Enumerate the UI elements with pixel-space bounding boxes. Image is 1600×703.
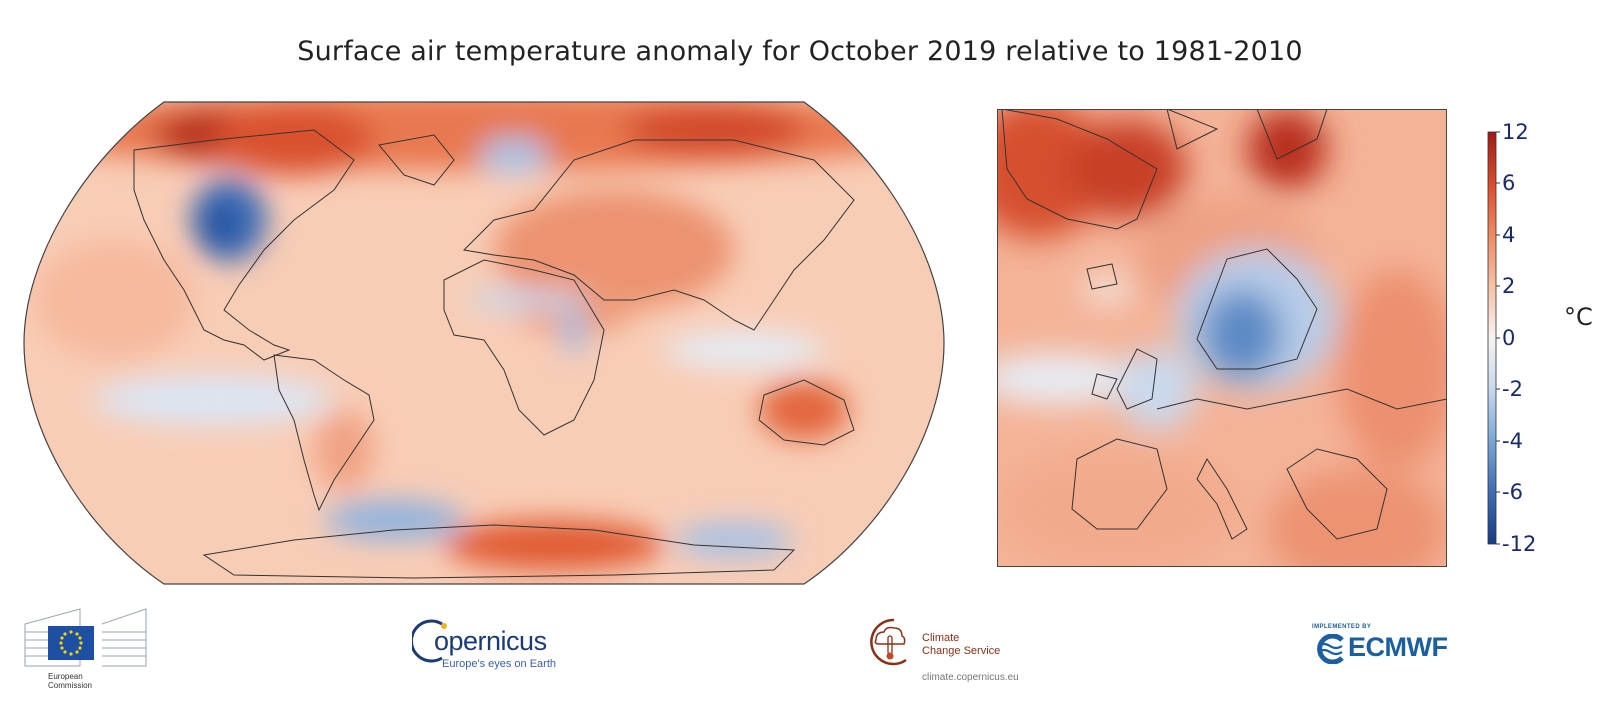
c3s-logo: Climate Change Service climate.copernicu… (864, 616, 1024, 686)
implemented-by-label: IMPLEMENTED BY (1312, 624, 1372, 630)
tick-label: 6 (1502, 171, 1515, 195)
colorbar-unit: °C (1564, 303, 1593, 331)
thermometer-cloud-icon (870, 618, 907, 666)
tick-label: -12 (1502, 532, 1536, 556)
european-commission-logo: European Commission (20, 604, 150, 694)
tick-label: 12 (1502, 120, 1529, 144)
ecmwf-wordmark: ECMWF (1348, 632, 1448, 662)
ecmwf-logo: IMPLEMENTED BY ECMWF (1310, 624, 1470, 674)
logo-bar: European Commission opernicus Europe's e… (0, 600, 1600, 703)
tick-label: 2 (1502, 274, 1515, 298)
europe-anomaly-map (997, 109, 1447, 567)
ec-label: European Commission (48, 672, 93, 690)
tick-label: -6 (1502, 480, 1523, 504)
copernicus-wordmark: opernicus (434, 626, 547, 656)
copernicus-c-icon (412, 619, 447, 663)
c3s-url: climate.copernicus.eu (922, 672, 1019, 683)
map-title: Surface air temperature anomaly for Octo… (297, 36, 1303, 67)
colorbar-ticks: 12 6 4 2 0 -2 -4 -6 -12 (1496, 120, 1536, 556)
ec-building-icon (24, 608, 147, 667)
global-anomaly-map (23, 101, 945, 585)
copernicus-tagline: Europe's eyes on Earth (442, 658, 557, 670)
ecmwf-symbol-icon (1317, 634, 1344, 664)
c3s-name: Climate Change Service (922, 632, 1001, 657)
tick-label: 0 (1502, 326, 1515, 350)
tick-label: -2 (1502, 377, 1523, 401)
tick-label: -4 (1502, 429, 1523, 453)
tick-label: 4 (1502, 223, 1515, 247)
colorbar: 12 6 4 2 0 -2 -4 -6 -12 °C (1487, 120, 1593, 556)
colorbar-gradient (1487, 131, 1497, 545)
copernicus-logo: opernicus Europe's eyes on Earth (412, 616, 582, 676)
